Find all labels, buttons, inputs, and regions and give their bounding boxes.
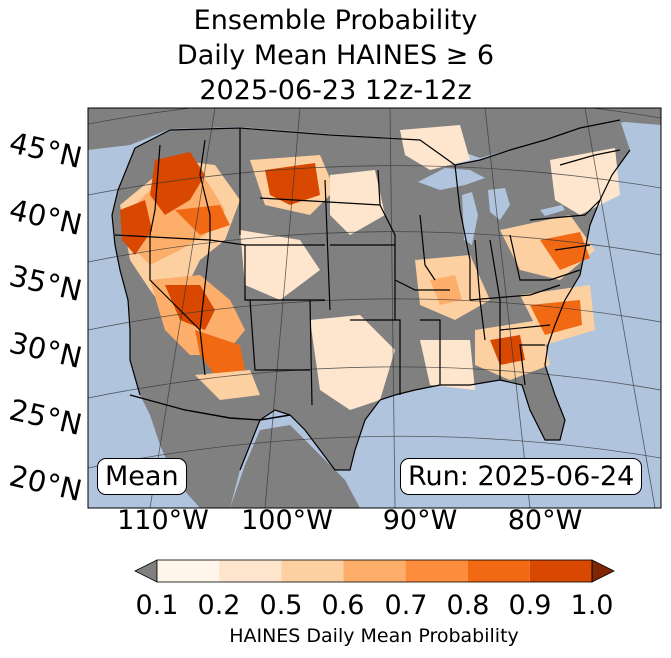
colorbar-tick-2: 0.5	[259, 590, 303, 621]
title-line-3: 2025-06-23 12z-12z	[199, 75, 472, 106]
lake-michigan	[462, 192, 478, 245]
map-frame	[87, 107, 662, 509]
mexico-land	[230, 425, 360, 508]
colorbar-tick-4: 0.7	[384, 590, 428, 621]
run-date-box: Run: 2025-06-24	[400, 458, 643, 495]
colorbar-bin	[343, 560, 406, 582]
us-mexico-border	[129, 394, 291, 421]
colorbar-bin	[467, 560, 530, 582]
colorbar-tick-0: 0.1	[135, 590, 179, 621]
colorbar-bin	[219, 560, 282, 582]
colorbar-bin	[281, 560, 344, 582]
lon-label-100w: 100°W	[241, 505, 333, 536]
colorbar-under-arrow	[134, 559, 158, 583]
colorbar-bin	[157, 560, 220, 582]
colorbar-tick-1: 0.2	[197, 590, 241, 621]
colorbar-tick-3: 0.6	[321, 590, 365, 621]
colorbar-tick-6: 0.9	[508, 590, 552, 621]
canada-land	[88, 108, 661, 158]
colorbar-bin	[529, 560, 592, 582]
lake-ontario	[540, 205, 565, 216]
colorbar-over-arrow	[591, 559, 615, 583]
mean-label-box: Mean	[97, 458, 187, 495]
graticule	[88, 108, 661, 508]
lake-superior	[418, 168, 485, 190]
title-line-2: Daily Mean HAINES ≥ 6	[176, 40, 495, 71]
colorbar-tick-5: 0.8	[446, 590, 490, 621]
colorbar-frame	[156, 559, 593, 583]
lon-label-110w: 110°W	[117, 505, 209, 536]
colorbar-tick-7: 1.0	[570, 590, 614, 621]
colorbar-label: HAINES Daily Mean Probability	[229, 625, 519, 647]
colorbar-bin	[405, 560, 468, 582]
state-borders	[111, 119, 631, 471]
title-line-1: Ensemble Probability	[193, 5, 478, 36]
colorbar-bins	[157, 560, 592, 582]
lake-huron	[488, 188, 510, 220]
lon-label-90w: 90°W	[382, 505, 458, 536]
lon-label-80w: 80°W	[507, 505, 583, 536]
